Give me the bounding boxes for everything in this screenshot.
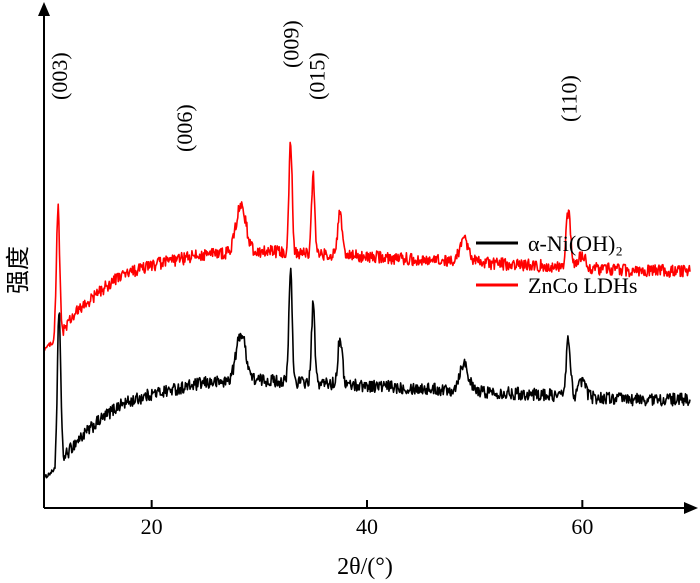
x-tick-label: 60 — [571, 514, 593, 539]
peak-label: (003) — [47, 52, 72, 100]
x-ticks: 20 40 60 — [141, 500, 593, 539]
plot-lines — [43, 141, 691, 480]
legend: α-Ni(OH)₂ ZnCo LDHs — [476, 231, 637, 298]
x-tick-label: 20 — [141, 514, 163, 539]
peak-labels: (003) (006) (009)(015) (110) — [47, 20, 581, 152]
peak-label: (006) — [172, 104, 197, 152]
y-axis-arrow — [38, 2, 50, 16]
x-tick-label: 40 — [356, 514, 378, 539]
legend-label-ni-oh2: α-Ni(OH)₂ — [528, 231, 623, 256]
peak-label: (009) — [279, 20, 304, 68]
peak-label: (110) — [556, 75, 581, 122]
peak-label: (015) — [304, 52, 329, 100]
x-axis-arrow — [684, 502, 698, 514]
legend-label-znco-ldhs: ZnCo LDHs — [528, 273, 637, 298]
y-axis-title: 强度 — [5, 246, 32, 294]
x-axis-title: 2θ/(°) — [337, 554, 393, 580]
series-line-0 — [43, 267, 691, 480]
series-line-1 — [43, 141, 691, 352]
